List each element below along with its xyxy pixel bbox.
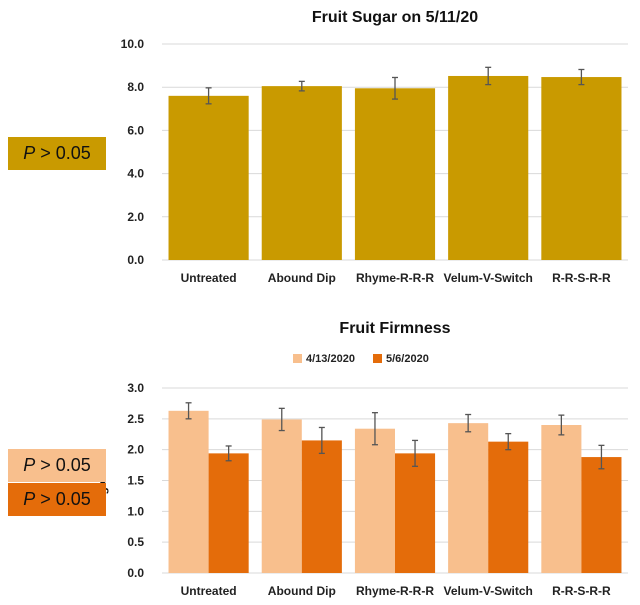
x-tick-label: Abound Dip xyxy=(268,584,336,598)
p-symbol: P xyxy=(23,143,36,163)
x-tick-label: Untreated xyxy=(181,584,237,598)
legend-label: 5/6/2020 xyxy=(386,353,429,365)
x-tick-label: R-R-S-R-R xyxy=(552,271,611,285)
chart-title: Fruit Firmness xyxy=(339,320,450,337)
bar xyxy=(581,457,622,573)
x-tick-label: Untreated xyxy=(181,271,237,285)
legend-label: 4/13/2020 xyxy=(306,353,355,365)
y-tick-label: 2.0 xyxy=(127,443,144,457)
bar xyxy=(541,77,622,260)
x-tick-label: Abound Dip xyxy=(268,271,336,285)
firmness-p-value-box-1: P > 0.05 xyxy=(8,449,106,482)
bar xyxy=(541,425,582,573)
bar xyxy=(168,95,249,260)
legend-swatch xyxy=(293,354,302,363)
x-tick-label: Rhyme-R-R-R xyxy=(356,584,434,598)
x-tick-label: R-R-S-R-R xyxy=(552,584,611,598)
bar xyxy=(168,410,209,573)
y-tick-label: 2.0 xyxy=(127,210,144,224)
y-tick-label: 10.0 xyxy=(121,37,145,51)
bar xyxy=(354,88,436,260)
x-tick-label: Velum-V-Switch xyxy=(444,271,533,285)
bar xyxy=(448,423,489,573)
bar xyxy=(261,419,302,573)
y-tick-label: 1.5 xyxy=(127,474,144,488)
bar xyxy=(354,428,395,573)
firmness-p-value-1: > 0.05 xyxy=(40,455,91,475)
bar xyxy=(488,441,529,573)
sugar-p-value-box: P > 0.05 xyxy=(8,137,106,170)
p-symbol: P xyxy=(23,455,36,475)
bar xyxy=(448,75,529,260)
bar xyxy=(395,453,436,573)
y-tick-label: 1.0 xyxy=(127,504,144,518)
firmness-p-value-2: > 0.05 xyxy=(40,489,91,509)
bar xyxy=(301,440,342,573)
p-symbol: P xyxy=(23,489,36,509)
y-tick-label: 0.0 xyxy=(127,253,144,267)
x-tick-label: Rhyme-R-R-R xyxy=(356,271,434,285)
legend-swatch xyxy=(373,354,382,363)
bar xyxy=(208,453,249,573)
firmness-p-value-box-2: P > 0.05 xyxy=(8,483,106,516)
x-tick-label: Velum-V-Switch xyxy=(444,584,533,598)
y-tick-label: 0.5 xyxy=(127,535,144,549)
y-tick-label: 6.0 xyxy=(127,123,144,137)
y-tick-label: 8.0 xyxy=(127,80,144,94)
chart-title: Fruit Sugar on 5/11/20 xyxy=(312,9,478,26)
y-tick-label: 0.0 xyxy=(127,566,144,580)
y-tick-label: 3.0 xyxy=(127,381,144,395)
y-tick-label: 2.5 xyxy=(127,412,144,426)
y-tick-label: 4.0 xyxy=(127,167,144,181)
bar xyxy=(261,86,342,261)
sugar-p-value: > 0.05 xyxy=(40,143,91,163)
